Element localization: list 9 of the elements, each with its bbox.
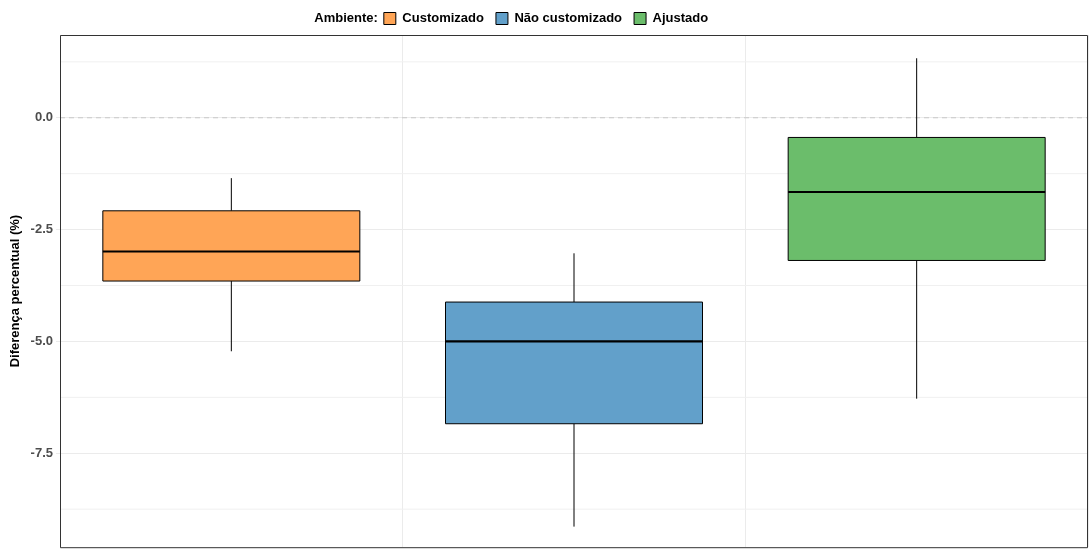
legend-title: Ambiente: bbox=[314, 10, 378, 26]
legend-label: Não customizado bbox=[514, 10, 623, 26]
y-tick-label: -7.5 bbox=[30, 444, 53, 460]
y-axis-title: Diferença percentual (%) bbox=[7, 214, 23, 368]
legend-label: Customizado bbox=[402, 10, 484, 26]
y-tick-label: -2.5 bbox=[30, 221, 53, 237]
legend-label: Ajustado bbox=[652, 10, 709, 26]
y-tick-label: -5.0 bbox=[30, 333, 53, 348]
y-tick-label: 0.0 bbox=[34, 109, 53, 125]
